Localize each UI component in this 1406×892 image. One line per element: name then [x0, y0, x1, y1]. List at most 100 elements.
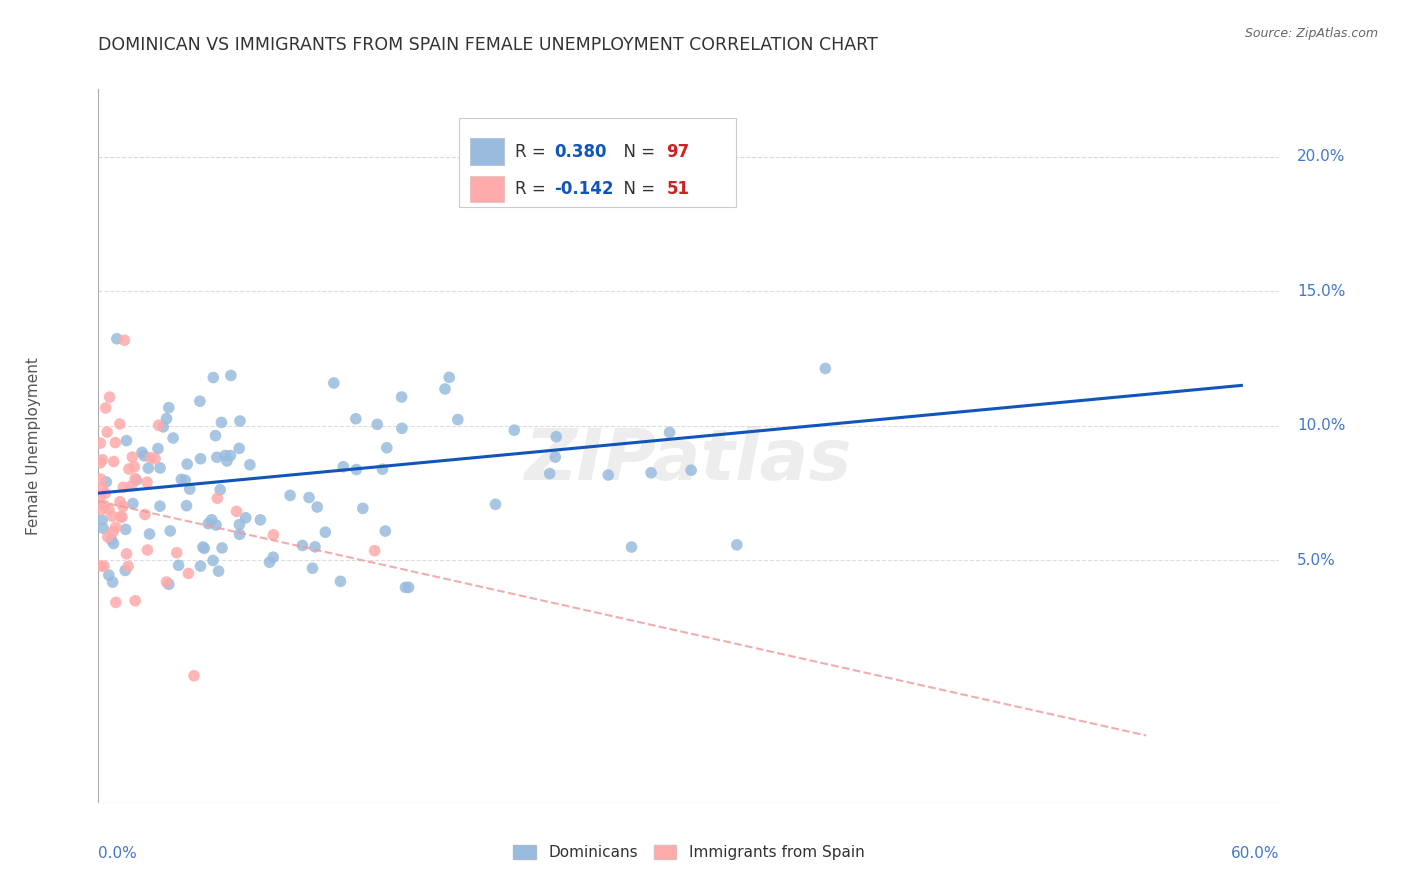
Point: [262, 528, 284, 542]
Point: [91, 452, 114, 467]
Point: [136, 461, 159, 475]
Point: [202, 370, 225, 384]
Point: [111, 500, 134, 514]
Point: [219, 449, 242, 463]
Point: [115, 547, 138, 561]
Point: [97, 568, 120, 582]
Text: R =: R =: [516, 180, 551, 198]
Point: [124, 472, 146, 486]
Legend: Dominicans, Immigrants from Spain: Dominicans, Immigrants from Spain: [508, 839, 870, 866]
Point: [96, 475, 118, 489]
Point: [91, 481, 114, 495]
Point: [215, 454, 238, 468]
Point: [439, 370, 461, 384]
Text: N =: N =: [613, 180, 661, 198]
Point: [205, 518, 228, 533]
Point: [117, 559, 139, 574]
Point: [89, 436, 111, 450]
Point: [398, 580, 420, 594]
Point: [157, 577, 180, 591]
Point: [122, 496, 145, 510]
Point: [204, 428, 226, 442]
Point: [278, 488, 301, 502]
Point: [152, 420, 174, 434]
Point: [131, 445, 153, 459]
Point: [394, 580, 416, 594]
Point: [105, 332, 128, 346]
Point: [598, 468, 620, 483]
Point: [209, 416, 232, 430]
Point: [298, 491, 321, 505]
Text: 51: 51: [666, 180, 689, 198]
Point: [143, 451, 166, 466]
Point: [259, 555, 281, 569]
Point: [136, 543, 159, 558]
Point: [94, 401, 117, 415]
Point: [176, 499, 198, 513]
Point: [104, 435, 127, 450]
FancyBboxPatch shape: [458, 118, 737, 207]
Point: [322, 376, 344, 390]
Point: [332, 459, 354, 474]
Point: [155, 575, 177, 590]
Point: [162, 431, 184, 445]
Point: [620, 540, 643, 554]
Point: [363, 543, 385, 558]
Point: [146, 442, 169, 456]
Point: [211, 541, 233, 555]
Point: [98, 390, 121, 404]
Point: [307, 500, 329, 514]
Point: [157, 401, 180, 415]
Point: [179, 482, 201, 496]
Point: [371, 462, 394, 476]
Point: [201, 513, 224, 527]
Point: [434, 382, 457, 396]
Text: DOMINICAN VS IMMIGRANTS FROM SPAIN FEMALE UNEMPLOYMENT CORRELATION CHART: DOMINICAN VS IMMIGRANTS FROM SPAIN FEMAL…: [98, 36, 879, 54]
Point: [503, 423, 526, 437]
Point: [108, 417, 131, 431]
Point: [205, 450, 228, 465]
Point: [391, 421, 413, 435]
Text: 97: 97: [666, 143, 690, 161]
Text: 60.0%: 60.0%: [1232, 846, 1279, 861]
Point: [391, 390, 413, 404]
Point: [112, 333, 135, 347]
Point: [207, 564, 229, 578]
Point: [134, 508, 156, 522]
Point: [202, 553, 225, 567]
Point: [90, 472, 112, 486]
Point: [110, 509, 132, 524]
Point: [681, 463, 703, 477]
Point: [249, 513, 271, 527]
Point: [104, 520, 127, 534]
Point: [197, 516, 219, 531]
Point: [159, 524, 181, 538]
Point: [112, 480, 135, 494]
Point: [101, 575, 124, 590]
Text: N =: N =: [613, 143, 661, 161]
Point: [149, 461, 172, 475]
Point: [91, 521, 114, 535]
Point: [96, 425, 118, 439]
Point: [167, 558, 190, 573]
Point: [121, 450, 143, 464]
Point: [374, 524, 396, 538]
Point: [103, 536, 125, 550]
Point: [183, 669, 205, 683]
Text: 5.0%: 5.0%: [1298, 553, 1336, 568]
Text: 0.380: 0.380: [554, 143, 607, 161]
Point: [134, 449, 156, 463]
Point: [139, 450, 162, 465]
Point: [188, 394, 211, 409]
Text: Female Unemployment: Female Unemployment: [25, 357, 41, 535]
Point: [89, 456, 111, 470]
Point: [225, 504, 247, 518]
Text: Source: ZipAtlas.com: Source: ZipAtlas.com: [1244, 27, 1378, 40]
Point: [190, 559, 212, 574]
Text: 15.0%: 15.0%: [1298, 284, 1346, 299]
Point: [177, 566, 200, 581]
Point: [114, 522, 136, 536]
Point: [262, 550, 284, 565]
Point: [352, 501, 374, 516]
Point: [114, 564, 136, 578]
